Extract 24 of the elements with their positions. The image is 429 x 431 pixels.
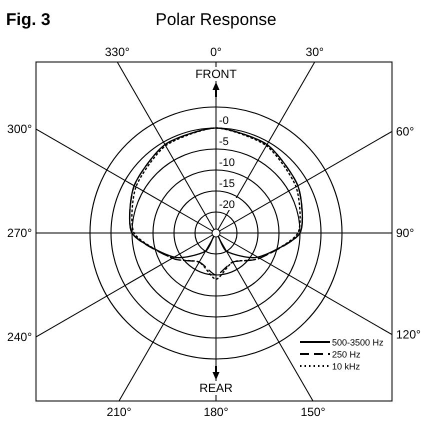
spoke-label: 90° xyxy=(396,226,414,240)
spoke-label: 300° xyxy=(7,122,32,136)
text: FRONT xyxy=(195,67,238,81)
spoke-label: 180° xyxy=(204,405,229,419)
y-tick-label: -20 xyxy=(219,199,235,211)
y-tick-label: -0 xyxy=(219,115,229,127)
spoke-label: 0° xyxy=(210,45,222,59)
spoke-label: 270° xyxy=(7,226,32,240)
spoke-label: 120° xyxy=(396,328,422,342)
legend-label: 250 Hz xyxy=(332,350,362,360)
chart-title: Polar Response xyxy=(156,10,276,29)
legend-label: 500-3500 Hz xyxy=(332,338,384,348)
spoke-label: 210° xyxy=(106,405,132,419)
text: REAR xyxy=(199,381,233,395)
y-tick-label: -15 xyxy=(219,178,235,190)
spoke-label: 240° xyxy=(7,330,32,344)
y-tick-label: -10 xyxy=(219,157,235,169)
spoke-label: 30° xyxy=(306,45,324,59)
spoke-label: 60° xyxy=(396,124,414,138)
spoke-label: 330° xyxy=(104,45,130,59)
caption: Fig. 3 xyxy=(6,10,50,29)
legend-label: 10 kHz xyxy=(332,362,361,372)
spoke-label: 150° xyxy=(300,405,326,419)
y-tick-label: -5 xyxy=(219,136,229,148)
